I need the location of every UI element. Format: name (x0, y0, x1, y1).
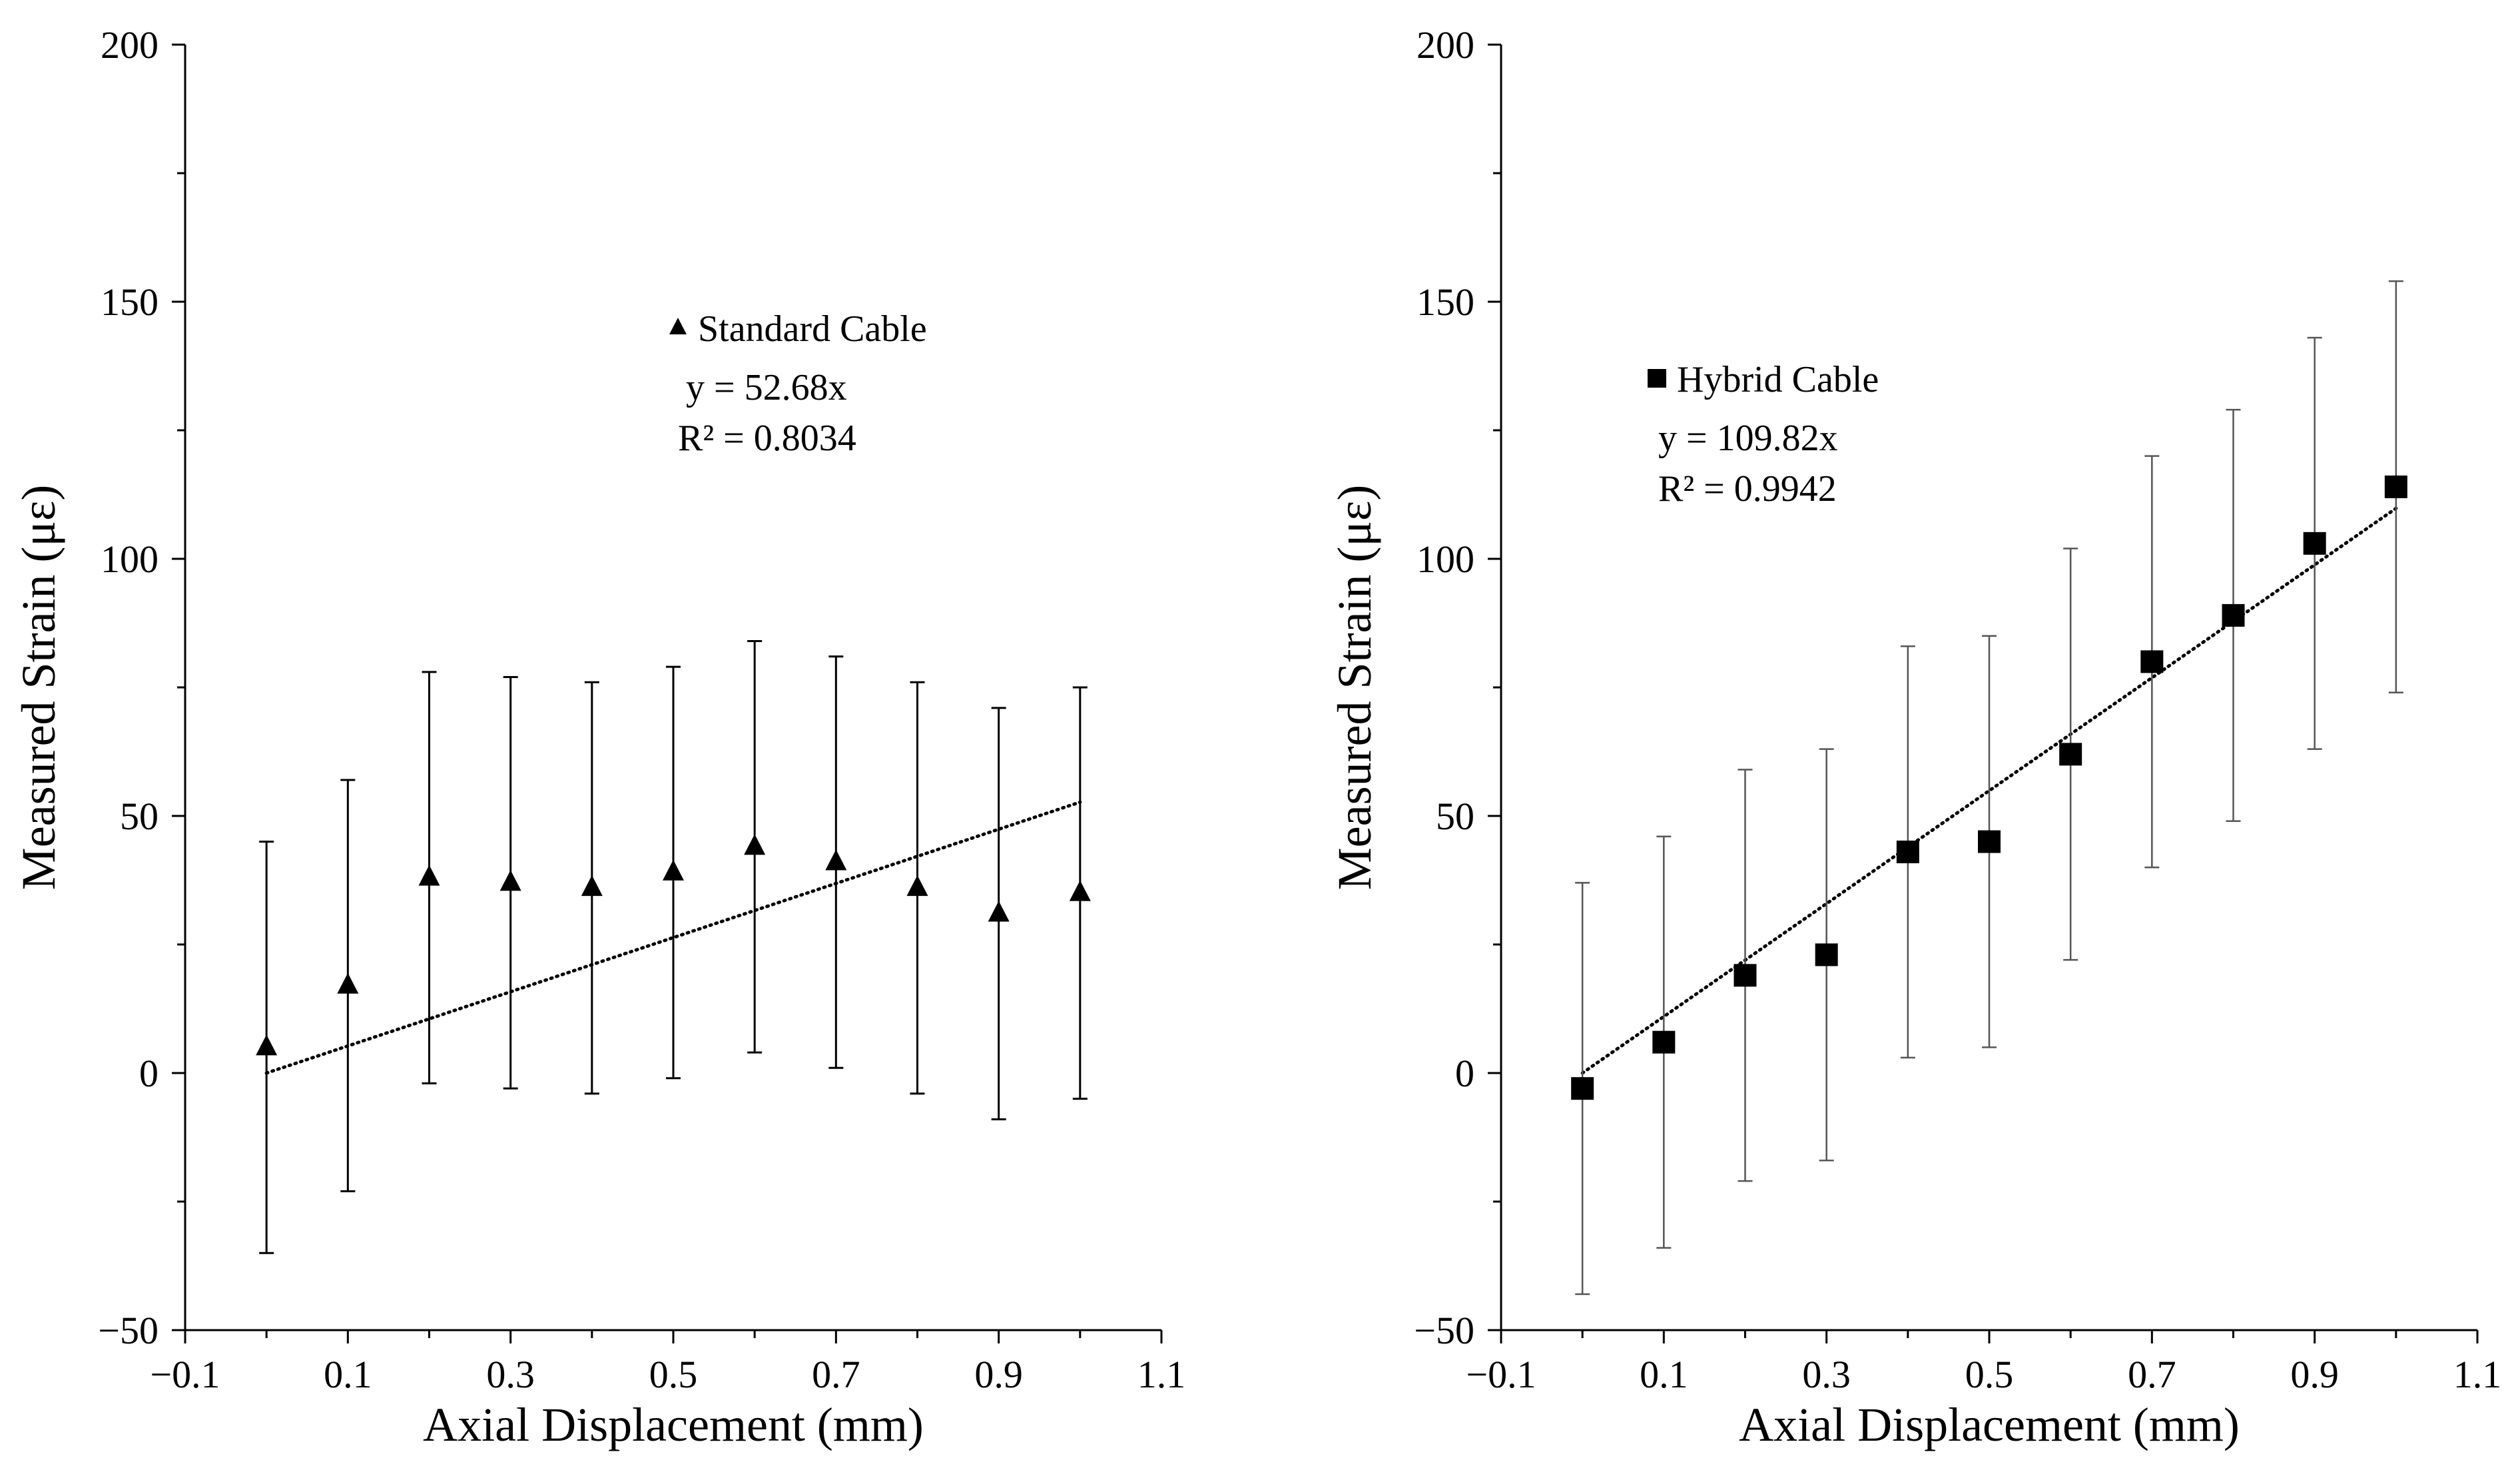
data-point (337, 972, 359, 994)
x-tick-label: 0.9 (2290, 1353, 2339, 1396)
x-tick-label: 0.9 (974, 1353, 1023, 1396)
x-tick-label: −0.1 (1466, 1353, 1536, 1396)
data-point (1978, 830, 2001, 853)
data-point (2222, 603, 2245, 627)
x-tick-label: 0.5 (649, 1353, 698, 1396)
data-point (744, 834, 766, 855)
legend-label: Standard Cable (698, 308, 927, 350)
data-point (988, 901, 1010, 922)
data-point (256, 1034, 278, 1056)
data-point (1896, 841, 1919, 864)
x-tick-label: 0.5 (1965, 1353, 2014, 1396)
data-point (1733, 964, 1757, 987)
data-point (1571, 1077, 1594, 1100)
y-tick-label: 150 (101, 280, 158, 324)
trendline-equation: y = 109.82x (1658, 418, 1838, 459)
x-axis-title: Axial Displacement (mm) (1739, 1398, 2240, 1451)
y-tick-label: 200 (1417, 23, 1474, 67)
y-axis-title: Measured Strain (με) (1328, 485, 1381, 891)
trendline (264, 800, 1082, 1075)
x-tick-label: −0.1 (150, 1353, 220, 1396)
x-tick-label: 0.1 (324, 1353, 372, 1396)
x-tick-label: 0.1 (1640, 1353, 1688, 1396)
x-tick-label: 1.1 (2453, 1353, 2502, 1396)
y-tick-label: 50 (1436, 795, 1474, 838)
y-tick-label: 100 (101, 538, 158, 581)
data-point (906, 875, 928, 897)
data-point (825, 849, 847, 871)
data-point (2059, 743, 2082, 766)
x-tick-label: 0.3 (486, 1353, 535, 1396)
standard-cable-chart: −50 0 50 100 150 200 −0.1 0.1 0.3 0.5 0.7 0.9 1.1 Mea… (12, 23, 1185, 1451)
y-tick-label: 150 (1417, 280, 1474, 324)
x-tick-label: 0.7 (812, 1353, 860, 1396)
x-axis-title: Axial Displacement (mm) (423, 1398, 924, 1451)
data-point (418, 865, 440, 886)
data-point (581, 875, 603, 897)
y-tick-label: −50 (98, 1309, 158, 1352)
trendline-r-squared: R² = 0.9942 (1658, 468, 1837, 510)
data-point (2140, 650, 2164, 673)
data-point (499, 870, 521, 891)
trendline-r-squared: R² = 0.8034 (678, 418, 856, 459)
x-tick-label: 0.3 (1802, 1353, 1851, 1396)
trendline-equation: y = 52.68x (686, 367, 847, 408)
y-tick-label: 0 (1455, 1052, 1474, 1095)
data-point (1652, 1030, 1676, 1054)
x-tick-label: 0.7 (2128, 1353, 2176, 1396)
data-point (2303, 532, 2326, 555)
legend-marker (1648, 369, 1666, 388)
data-point (1815, 943, 1838, 966)
legend-label: Hybrid Cable (1677, 359, 1879, 400)
data-point (663, 859, 684, 881)
y-tick-label: −50 (1414, 1309, 1474, 1352)
y-tick-label: 0 (139, 1052, 158, 1095)
data-point (2384, 475, 2407, 498)
y-axis-title: Measured Strain (με) (12, 485, 65, 891)
x-tick-label: 1.1 (1137, 1353, 1186, 1396)
data-point (1069, 880, 1091, 901)
legend-marker (669, 318, 687, 334)
hybrid-cable-chart: −50 0 50 100 150 200 −0.1 0.1 0.3 0.5 0.7 0.9 1.1 Mea… (1328, 23, 2501, 1451)
y-tick-label: 200 (101, 23, 158, 67)
y-tick-label: 50 (120, 795, 158, 838)
y-tick-label: 100 (1417, 538, 1474, 581)
